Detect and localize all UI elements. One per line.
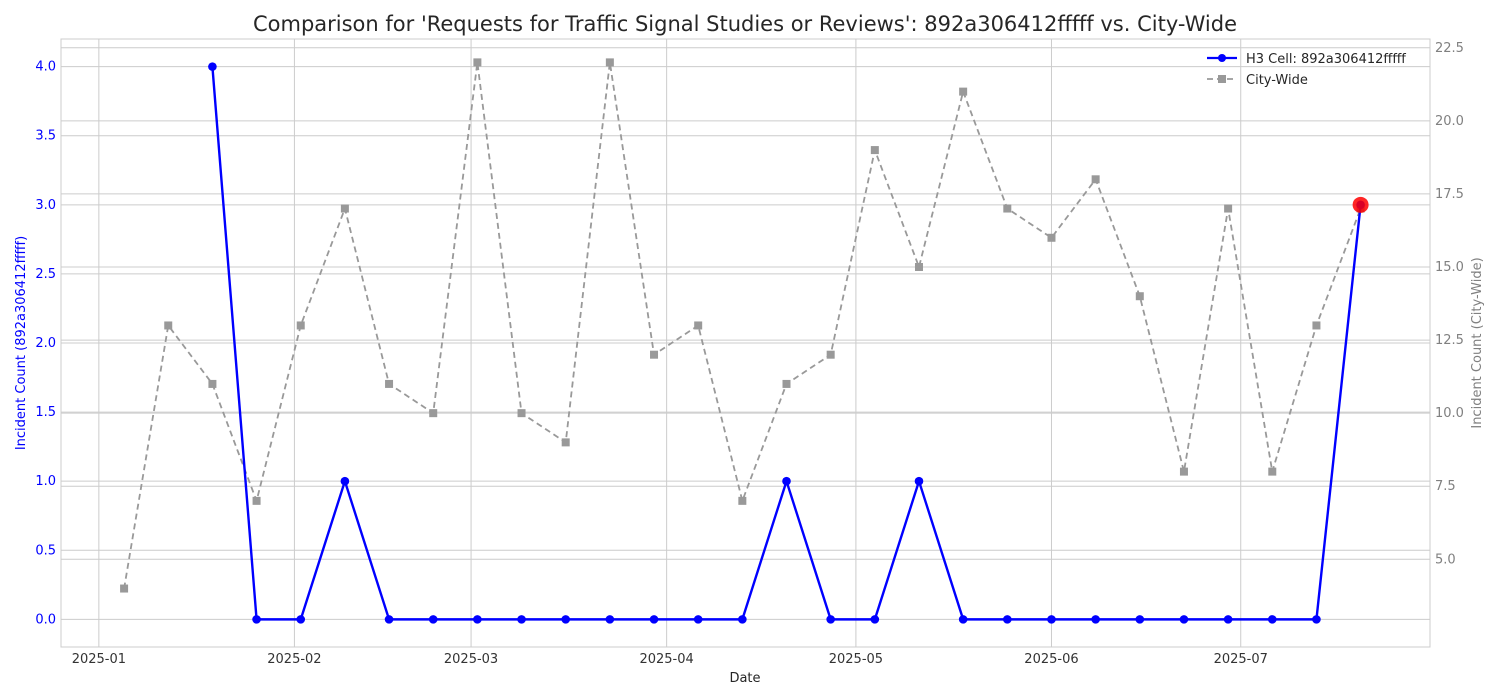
h3-point bbox=[561, 615, 571, 624]
city-wide-point bbox=[870, 146, 879, 155]
h3-point bbox=[340, 476, 350, 486]
x-tick-label: 2025-02 bbox=[267, 652, 321, 667]
h3-point bbox=[252, 615, 261, 624]
city-wide-point bbox=[1091, 175, 1100, 184]
city-wide-point bbox=[738, 496, 747, 505]
legend-city-marker bbox=[1218, 75, 1226, 83]
city-wide-point bbox=[385, 379, 394, 388]
h3-point bbox=[208, 62, 217, 71]
h3-point bbox=[517, 615, 526, 624]
city-wide-point bbox=[252, 496, 261, 505]
city-wide-point bbox=[1003, 204, 1012, 213]
city-wide-point bbox=[650, 350, 659, 359]
city-wide-point bbox=[296, 321, 305, 330]
y-tick-label-right: 20.0 bbox=[1435, 114, 1464, 129]
x-tick-label: 2025-07 bbox=[1214, 652, 1268, 667]
y-tick-label-right: 7.5 bbox=[1435, 479, 1456, 494]
h3-point bbox=[1135, 615, 1145, 624]
city-wide-point bbox=[473, 58, 482, 67]
x-tick-label: 2025-01 bbox=[72, 652, 126, 667]
h3-point bbox=[1003, 615, 1012, 624]
y-tick-label-left: 0.5 bbox=[35, 543, 56, 558]
highlight-point bbox=[1352, 196, 1369, 213]
city-wide-point bbox=[1268, 467, 1277, 476]
h3-point bbox=[1091, 615, 1100, 624]
h3-point bbox=[782, 476, 791, 486]
h3-point bbox=[1267, 615, 1277, 624]
h3-point bbox=[1179, 615, 1189, 624]
y-tick-label-right: 22.5 bbox=[1435, 41, 1464, 56]
x-tick-label: 2025-03 bbox=[444, 652, 498, 667]
city-wide-point bbox=[164, 321, 173, 330]
h3-point bbox=[384, 615, 394, 624]
y-tick-label-right: 15.0 bbox=[1435, 260, 1464, 275]
h3-point bbox=[649, 615, 659, 624]
city-wide-point bbox=[694, 321, 703, 330]
city-wide-point bbox=[605, 58, 614, 67]
city-wide-point bbox=[914, 263, 923, 271]
city-wide-point bbox=[517, 409, 526, 418]
y-tick-label-right: 5.0 bbox=[1435, 552, 1456, 567]
h3-point bbox=[870, 615, 880, 624]
h3-point bbox=[738, 615, 747, 624]
city-wide-point bbox=[429, 409, 438, 418]
y-tick-label-left: 1.5 bbox=[35, 405, 56, 420]
y-tick-label-right: 10.0 bbox=[1435, 406, 1464, 421]
city-wide-point bbox=[340, 204, 349, 213]
h3-point bbox=[826, 615, 835, 624]
city-wide-point bbox=[1135, 292, 1144, 301]
h3-point bbox=[1047, 615, 1056, 624]
y-tick-label-left: 3.0 bbox=[35, 198, 56, 213]
y-axis-label-right: Incident Count (City-Wide) bbox=[1470, 257, 1485, 428]
city-wide-point bbox=[826, 350, 835, 359]
city-wide-point bbox=[208, 379, 217, 388]
city-wide-point bbox=[1312, 321, 1321, 330]
h3-point bbox=[958, 615, 968, 624]
city-wide-point bbox=[120, 584, 129, 593]
legend-city-label: City-Wide bbox=[1246, 73, 1308, 88]
y-tick-label-right: 12.5 bbox=[1435, 333, 1464, 348]
h3-point bbox=[296, 615, 306, 624]
y-tick-label-left: 1.0 bbox=[35, 474, 56, 489]
plot-frame bbox=[60, 38, 1431, 648]
city-wide-point bbox=[561, 438, 570, 447]
h3-point bbox=[693, 615, 703, 624]
h3-point bbox=[1223, 615, 1233, 624]
h3-point bbox=[473, 615, 482, 624]
legend-h3-label: H3 Cell: 892a306412fffff bbox=[1246, 52, 1406, 67]
y-tick-label-right: 17.5 bbox=[1435, 187, 1464, 202]
city-wide-point bbox=[959, 87, 968, 96]
x-axis-label: Date bbox=[729, 671, 760, 686]
y-tick-label-left: 2.0 bbox=[35, 336, 56, 351]
y-tick-label-left: 0.0 bbox=[35, 612, 56, 627]
h3-point bbox=[605, 615, 615, 624]
x-tick-label: 2025-04 bbox=[639, 652, 693, 667]
city-wide-point bbox=[1179, 467, 1188, 476]
y-tick-label-left: 2.5 bbox=[35, 267, 56, 282]
y-axis-label-left: Incident Count (892a306412fffff) bbox=[14, 236, 29, 450]
y-tick-label-left: 4.0 bbox=[35, 60, 56, 75]
city-wide-point bbox=[782, 379, 791, 388]
h3-point bbox=[914, 476, 924, 486]
y-tick-label-left: 3.5 bbox=[35, 129, 56, 144]
h3-point bbox=[1312, 615, 1321, 624]
x-tick-label: 2025-05 bbox=[829, 652, 883, 667]
legend-h3-marker bbox=[1218, 54, 1226, 62]
series-layer bbox=[120, 58, 1369, 624]
chart-title: Comparison for 'Requests for Traffic Sig… bbox=[253, 12, 1237, 36]
axis-ticks: 2025-01 2025-02 2025-03 2025-04 2025-05 2025-… bbox=[35, 41, 1464, 667]
legend: H3 Cell: 892a306412fffff City-Wide bbox=[1207, 52, 1406, 88]
city-wide-point bbox=[1047, 233, 1056, 242]
grid bbox=[61, 39, 1430, 647]
city-wide-point bbox=[1224, 204, 1233, 213]
x-tick-label: 2025-06 bbox=[1024, 652, 1078, 667]
h3-point bbox=[428, 615, 438, 624]
